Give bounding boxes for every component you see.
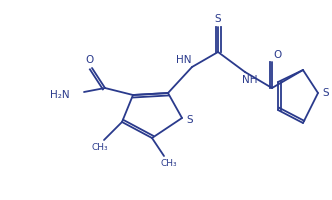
Text: S: S: [187, 115, 193, 125]
Text: O: O: [273, 50, 281, 60]
Text: CH₃: CH₃: [161, 158, 177, 168]
Text: HN: HN: [176, 55, 192, 65]
Text: S: S: [323, 88, 329, 98]
Text: H₂N: H₂N: [50, 90, 70, 100]
Text: O: O: [85, 55, 93, 65]
Text: NH: NH: [242, 75, 258, 85]
Text: CH₃: CH₃: [92, 142, 108, 152]
Text: S: S: [215, 14, 221, 24]
